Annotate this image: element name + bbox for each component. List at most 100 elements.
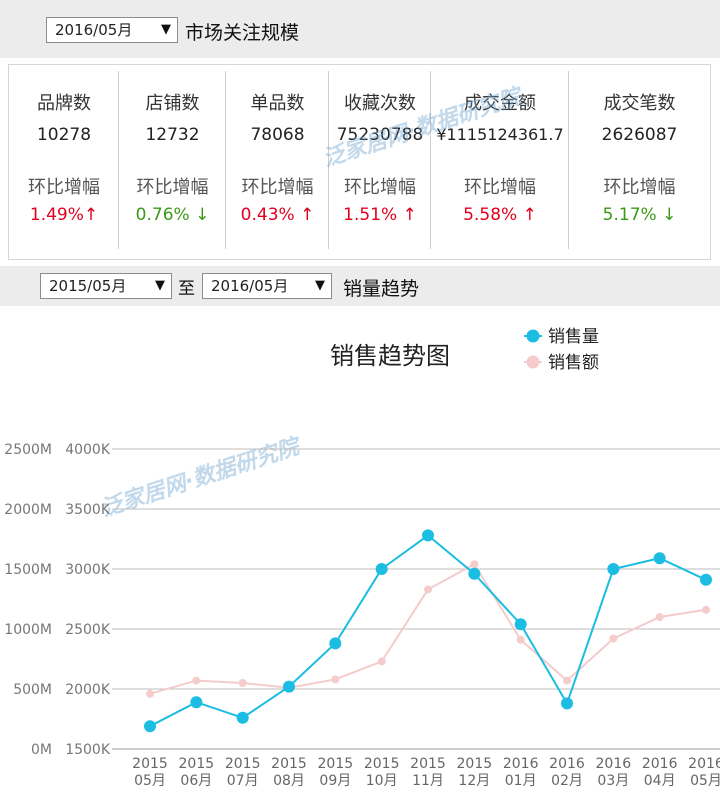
top-toolbar: 2016/05月 ▼ 市场关注规模 bbox=[0, 0, 720, 58]
chart-title: 销售趋势图 bbox=[330, 342, 450, 370]
stat-value: 78068 bbox=[250, 125, 305, 145]
legend-marker bbox=[526, 355, 540, 369]
right-axis-tick: 3000K bbox=[65, 562, 111, 578]
stat-change: 1.49%↑ bbox=[29, 205, 99, 225]
stat-store-count: 店铺数 12732 环比增幅 0.76% ↓ bbox=[119, 65, 226, 259]
data-point-volume bbox=[422, 529, 434, 542]
data-point-volume bbox=[236, 711, 249, 724]
stat-label: 店铺数 bbox=[145, 93, 200, 114]
stat-change-label: 环比增幅 bbox=[464, 177, 536, 198]
left-axis-tick: 500M bbox=[13, 682, 52, 698]
x-axis-month: 03月 bbox=[597, 773, 629, 789]
x-axis-month: 07月 bbox=[227, 773, 259, 789]
stat-label: 品牌数 bbox=[37, 93, 91, 114]
data-point-volume bbox=[561, 697, 573, 710]
data-point-volume bbox=[375, 563, 388, 575]
stat-change: 5.17% ↓ bbox=[602, 205, 677, 225]
data-point-amount bbox=[609, 634, 618, 643]
x-axis-year: 2015 bbox=[457, 756, 493, 772]
dropdown-arrow-icon: ▼ bbox=[155, 278, 165, 293]
data-point-amount bbox=[377, 657, 386, 666]
start-month-value: 2015/05月 bbox=[49, 277, 127, 295]
data-point-amount bbox=[702, 605, 710, 614]
x-axis-month: 10月 bbox=[366, 773, 398, 789]
data-point-volume bbox=[653, 552, 666, 565]
data-point-amount bbox=[470, 560, 479, 569]
stat-favorites-count: 收藏次数 75230788 环比增幅 1.51% ↑ bbox=[329, 65, 431, 259]
divider bbox=[118, 71, 119, 249]
stat-item-count: 单品数 78068 环比增幅 0.43% ↑ bbox=[226, 65, 329, 259]
x-axis-month: 05月 bbox=[690, 773, 720, 789]
right-axis-tick: 2500K bbox=[65, 622, 111, 638]
left-axis-tick: 2000M bbox=[4, 502, 52, 518]
x-axis-year: 2016 bbox=[549, 756, 585, 772]
data-point-amount bbox=[238, 679, 247, 687]
x-axis-month: 04月 bbox=[644, 773, 676, 789]
x-axis-year: 2016 bbox=[503, 756, 539, 772]
right-axis-tick: 4000K bbox=[65, 442, 111, 458]
data-point-volume bbox=[514, 618, 527, 631]
left-axis-tick: 1000M bbox=[4, 622, 52, 638]
stat-change-label: 环比增幅 bbox=[344, 177, 416, 198]
stat-gmv: 成交金额 ¥1115124361.7 环比增幅 5.58% ↑ bbox=[431, 65, 569, 259]
stat-value: 10278 bbox=[36, 125, 92, 145]
legend-label: 销售额 bbox=[548, 353, 599, 373]
trend-title: 销量趋势 bbox=[343, 278, 420, 300]
data-point-amount bbox=[655, 613, 664, 621]
stat-change: 1.51% ↑ bbox=[343, 205, 417, 225]
stat-change: 0.43% ↑ bbox=[240, 205, 315, 225]
stat-brand-count: 品牌数 10278 环比增幅 1.49%↑ bbox=[9, 65, 119, 259]
market-scale-title: 市场关注规模 bbox=[185, 22, 300, 44]
data-point-volume bbox=[607, 563, 620, 575]
left-axis-tick: 1500M bbox=[4, 562, 52, 578]
x-axis-month: 02月 bbox=[551, 773, 583, 789]
x-axis-month: 09月 bbox=[319, 773, 351, 789]
x-axis-month: 11月 bbox=[412, 773, 444, 789]
data-point-volume bbox=[144, 720, 156, 733]
dropdown-arrow-icon: ▼ bbox=[315, 278, 325, 293]
x-axis-year: 2015 bbox=[225, 756, 261, 772]
x-axis-year: 2015 bbox=[318, 756, 354, 772]
sales-trend-chart: 销售趋势图 销售量 销售额 0M 1500K 500M 2000K 1000M 2500K 150… bbox=[0, 306, 720, 800]
right-axis-tick: 3500K bbox=[65, 502, 111, 518]
stat-value: 12732 bbox=[145, 125, 200, 145]
left-axis-tick: 0M bbox=[31, 742, 52, 758]
trend-toolbar: 2015/05月 ▼ 至 2016/05月 ▼ 销量趋势 bbox=[0, 266, 720, 306]
divider bbox=[568, 71, 569, 249]
stat-change: 0.76% ↓ bbox=[135, 205, 210, 225]
dropdown-arrow-icon: ▼ bbox=[161, 22, 171, 37]
right-axis-tick: 1500K bbox=[65, 742, 111, 758]
range-to-label: 至 bbox=[178, 279, 195, 299]
stat-label: 收藏次数 bbox=[344, 93, 416, 114]
start-month-select[interactable]: 2015/05月 ▼ bbox=[40, 273, 172, 299]
stat-label: 单品数 bbox=[250, 93, 305, 114]
stat-value: 2626087 bbox=[601, 125, 678, 145]
data-point-amount bbox=[563, 676, 571, 685]
divider bbox=[430, 71, 431, 249]
data-point-volume bbox=[190, 696, 203, 709]
series-line-volume bbox=[149, 534, 707, 728]
right-axis-tick: 2000K bbox=[65, 682, 111, 698]
stat-change-label: 环比增幅 bbox=[136, 177, 209, 198]
data-point-volume bbox=[700, 573, 712, 586]
month-select-value: 2016/05月 bbox=[55, 21, 133, 39]
data-point-amount bbox=[331, 675, 340, 684]
stat-change-label: 环比增幅 bbox=[28, 177, 100, 198]
month-select[interactable]: 2016/05月 ▼ bbox=[46, 17, 178, 43]
end-month-select[interactable]: 2016/05月 ▼ bbox=[202, 273, 332, 299]
data-point-volume bbox=[283, 680, 295, 693]
divider bbox=[328, 71, 329, 249]
x-axis-year: 2015 bbox=[179, 756, 215, 772]
data-point-amount bbox=[192, 676, 201, 685]
data-point-amount bbox=[516, 635, 525, 644]
stat-change-label: 环比增幅 bbox=[241, 177, 314, 198]
x-axis-month: 06月 bbox=[180, 773, 212, 789]
stat-value: 75230788 bbox=[336, 125, 424, 145]
data-point-amount bbox=[146, 689, 154, 698]
x-axis-month: 01月 bbox=[505, 773, 537, 789]
stat-change: 5.58% ↑ bbox=[463, 205, 537, 225]
stat-label: 成交笔数 bbox=[603, 93, 676, 114]
stat-change-label: 环比增幅 bbox=[603, 177, 676, 198]
stat-value: ¥1115124361.7 bbox=[436, 125, 564, 144]
